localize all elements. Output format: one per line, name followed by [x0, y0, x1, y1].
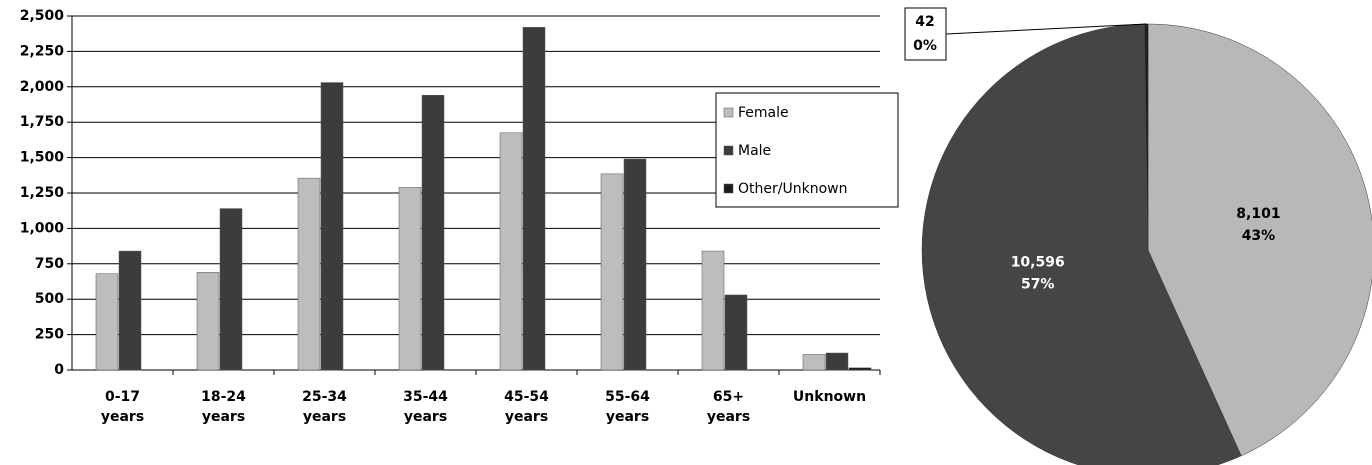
bar [802, 354, 826, 371]
bar [118, 250, 142, 371]
x-tick-label: Unknown [793, 389, 866, 405]
leader-line [945, 23, 1147, 35]
bar [522, 27, 546, 371]
pie-value-label: 42 [915, 14, 934, 30]
bar [499, 132, 523, 371]
legend: Female Male Other/Unknown [715, 92, 899, 208]
y-tick-label: 1,500 [20, 150, 65, 166]
y-tick-label: 2,500 [20, 8, 65, 24]
x-tick-label: 35-44 years [403, 389, 448, 425]
legend-label: Male [738, 143, 771, 159]
bar [724, 294, 748, 371]
pie-value-label: 8,101 [1236, 206, 1280, 222]
legend-swatch [723, 145, 734, 156]
x-tick-label: 25-34 years [302, 389, 347, 425]
pie-slice [1147, 23, 1372, 457]
legend-swatch [723, 107, 734, 118]
x-tick-label: 0-17 years [101, 389, 144, 425]
label-box [904, 7, 947, 61]
y-tick-label: 0 [54, 362, 64, 378]
x-tick-label: 65+ years [707, 389, 750, 425]
y-tick-label: 1,250 [20, 185, 65, 201]
bar [825, 352, 849, 371]
pie-percent-label: 0% [913, 38, 937, 54]
bar [219, 208, 243, 371]
x-tick-label: 55-64 years [605, 389, 650, 425]
bar [196, 272, 220, 371]
x-tick-label: 18-24 years [201, 389, 246, 425]
pie-percent-label: 43% [1242, 228, 1276, 244]
y-tick-label: 2,250 [20, 43, 65, 59]
y-tick-label: 1,000 [20, 220, 65, 236]
legend-label: Female [738, 105, 789, 121]
bar [848, 367, 872, 371]
y-tick-label: 500 [35, 291, 64, 307]
y-tick-label: 1,750 [20, 114, 65, 130]
bar [701, 250, 725, 371]
x-tick-label: 45-54 years [504, 389, 549, 425]
legend-label: Other/Unknown [738, 181, 847, 197]
pie-value-label: 10,596 [1011, 255, 1065, 271]
bar [95, 273, 119, 371]
y-tick-label: 2,000 [20, 79, 65, 95]
bar [421, 95, 445, 371]
legend-swatch [723, 183, 734, 194]
bar [600, 173, 624, 371]
bar [623, 158, 647, 371]
y-tick-label: 250 [35, 327, 64, 343]
y-tick-label: 750 [35, 256, 64, 272]
bar [398, 187, 422, 371]
pie-slice [921, 23, 1242, 465]
bar [297, 177, 321, 371]
pie-percent-label: 57% [1021, 277, 1055, 293]
bar [320, 82, 344, 371]
legend-box [715, 92, 899, 208]
